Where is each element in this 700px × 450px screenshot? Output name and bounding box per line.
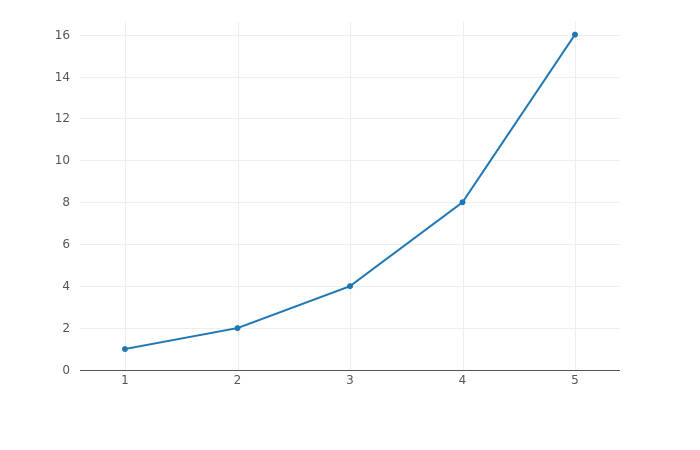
gridline-vertical bbox=[575, 22, 576, 370]
y-axis-tick-label: 12 bbox=[54, 111, 70, 126]
gridline-vertical bbox=[237, 22, 239, 370]
x-axis-tick-label: 5 bbox=[571, 373, 579, 387]
y-axis-tick-label: 10 bbox=[54, 153, 70, 168]
gridline-vertical bbox=[125, 22, 126, 370]
gridline-vertical bbox=[462, 22, 464, 370]
y-axis-tick-label: 8 bbox=[62, 195, 70, 210]
x-axis-tick-label: 2 bbox=[233, 373, 242, 387]
y-axis-tick-label: 14 bbox=[54, 69, 70, 84]
x-axis-tick-label: 1 bbox=[121, 373, 129, 387]
y-axis-tick-label: 2 bbox=[62, 321, 70, 336]
x-axis-tick-label: 3 bbox=[346, 373, 354, 387]
y-axis-tick-label: 0 bbox=[62, 363, 70, 377]
y-axis-tick-label: 16 bbox=[54, 27, 70, 42]
y-axis-tick-label: 6 bbox=[62, 237, 70, 252]
x-axis-spine bbox=[80, 370, 620, 371]
x-axis-tick-label: 4 bbox=[458, 373, 467, 387]
gridline-vertical bbox=[350, 22, 351, 370]
plot-area bbox=[80, 22, 620, 370]
y-axis-tick-label: 4 bbox=[62, 279, 70, 294]
